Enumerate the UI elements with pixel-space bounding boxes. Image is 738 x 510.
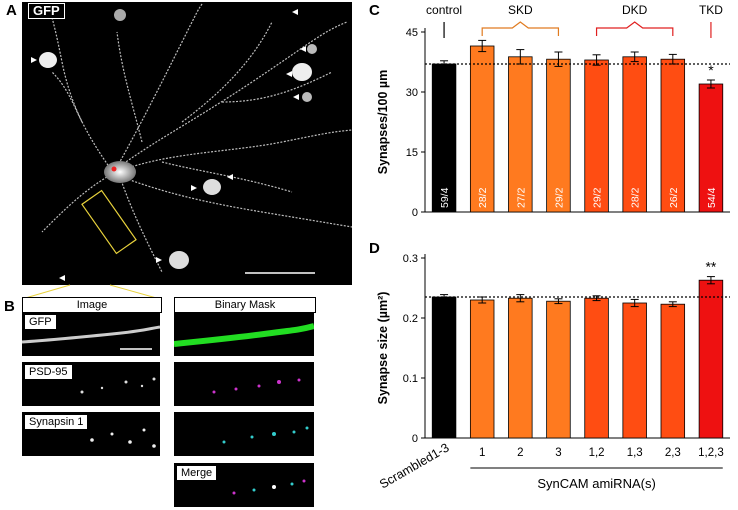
- y-tick-label: 15: [406, 147, 418, 159]
- group-label-dkd: DKD: [622, 3, 648, 17]
- image-column-header: Image: [22, 297, 162, 313]
- gfp-image-strip: GFP: [22, 312, 160, 356]
- x-tick-label: 1,2,3: [698, 447, 724, 459]
- x-tick-label: 1,3: [627, 447, 643, 459]
- bar: [660, 303, 686, 439]
- panel-c-letter: C: [369, 2, 380, 19]
- y-tick-label: 30: [406, 87, 418, 99]
- gfp-mask-strip: [174, 312, 314, 356]
- panel-a-gfp-label: GFP: [28, 3, 65, 19]
- significance-marker: **: [705, 259, 716, 275]
- bar-n-label: 28/2: [477, 187, 489, 208]
- x-axis-label: SynCAM amiRNA(s): [537, 476, 655, 491]
- y-tick-label: 0: [412, 207, 418, 219]
- bar: [469, 299, 495, 439]
- x-tick-label: 2: [517, 447, 523, 459]
- bar-n-label: 26/2: [668, 187, 680, 208]
- mask-column-header: Binary Mask: [174, 297, 316, 313]
- strip-label-synapsin: Synapsin 1: [24, 414, 89, 430]
- neuron-image: [31, 3, 353, 281]
- bar-n-label: 29/2: [592, 187, 604, 208]
- x-tick-label: 1,2: [589, 447, 605, 459]
- chart-c-synapse-density: 0 15 30 45 Synapses/100 µm 59/4 28/2 27/2 29/2 29…: [376, 3, 730, 219]
- x-tick-label: 3: [555, 447, 561, 459]
- bar: [584, 297, 609, 439]
- significance-marker: *: [708, 62, 714, 78]
- synapsin-image-strip: Synapsin 1: [22, 412, 160, 456]
- psd95-mask-strip: [174, 362, 314, 406]
- panel-a-micrograph: GFP: [22, 2, 353, 285]
- panel-a-letter: A: [6, 2, 17, 19]
- bar: [698, 279, 724, 439]
- y-tick-label: 0: [412, 433, 418, 445]
- group-label-control: control: [426, 3, 462, 17]
- bar: [508, 297, 533, 439]
- bar-n-label: 54/4: [706, 187, 718, 208]
- panel-b-letter: B: [4, 298, 15, 315]
- panel-d-letter: D: [369, 240, 380, 257]
- bar-n-label: 28/2: [630, 187, 642, 208]
- bar: [622, 302, 647, 439]
- y-axis-label: Synapse size (µm²): [376, 292, 390, 405]
- y-axis-label: Synapses/100 µm: [376, 70, 390, 175]
- x-tick-label: 1: [479, 447, 485, 459]
- y-tick-label: 0.2: [403, 313, 418, 325]
- bar-n-label: 59/4: [439, 187, 451, 208]
- strip-label-psd95: PSD-95: [24, 364, 73, 380]
- group-label-tkd: TKD: [699, 3, 723, 17]
- chart-d-synapse-size: 0 0.1 0.2 0.3 Synapse size (µm²) ** Scrambled1…: [376, 253, 730, 492]
- group-label-skd: SKD: [508, 3, 533, 17]
- bar: [546, 300, 571, 439]
- x-tick-label: 2,3: [665, 447, 681, 459]
- synapsin-mask-strip: [174, 412, 314, 456]
- bar: [469, 45, 495, 213]
- bar-n-label: 27/2: [515, 187, 527, 208]
- strip-label-merge: Merge: [176, 465, 218, 481]
- y-tick-label: 0.3: [403, 253, 418, 265]
- strip-label-gfp: GFP: [24, 314, 57, 330]
- merge-mask-strip: Merge: [174, 463, 314, 507]
- bar: [431, 296, 457, 439]
- zoom-guide-lines: [21, 284, 161, 300]
- y-tick-label: 45: [406, 27, 418, 39]
- y-tick-label: 0.1: [403, 373, 418, 385]
- x-tick-label: Scrambled1-3: [377, 440, 451, 491]
- group-bracket: [595, 21, 674, 36]
- group-bracket: [481, 21, 560, 36]
- psd95-image-strip: PSD-95: [22, 362, 160, 406]
- bar-n-label: 29/2: [553, 187, 565, 208]
